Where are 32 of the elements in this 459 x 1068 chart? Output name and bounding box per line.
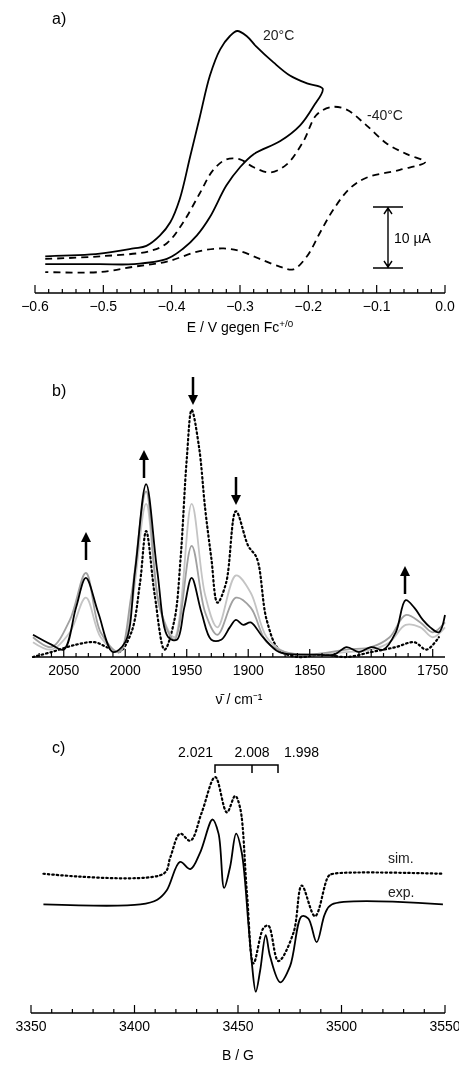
annotation: 10 µA [394, 230, 432, 246]
x-tick-label: 1750 [417, 662, 449, 678]
x-tick-label: −0.1 [362, 298, 391, 314]
x-tick-label: 1950 [171, 662, 203, 678]
chart-title: c) [52, 739, 66, 756]
x-tick-label: 2000 [109, 662, 142, 678]
x-tick-label: 0.0 [435, 298, 455, 314]
x-tick-label: −0.3 [226, 298, 255, 314]
series-label: exp. [388, 884, 415, 900]
x-tick-label: 1800 [355, 662, 387, 678]
x-axis-title: B / G [222, 1047, 254, 1063]
x-tick-label: 3350 [15, 1018, 47, 1034]
x-tick-label: −0.5 [89, 298, 118, 314]
x-tick-label: 1900 [232, 662, 264, 678]
chart-title: a) [52, 10, 67, 27]
series-label: -40°C [367, 107, 403, 123]
chart-title: b) [52, 382, 67, 399]
x-axis-title: ν̄ / cm⁻¹ [215, 691, 263, 707]
series-label: sim. [388, 850, 414, 866]
x-tick-label: 2050 [48, 662, 80, 678]
text: 2.008 [234, 744, 270, 760]
x-tick-label: 3450 [222, 1018, 254, 1034]
x-tick-label: −0.4 [157, 298, 186, 314]
series-label: 20°C [263, 27, 295, 43]
text: 1.998 [284, 744, 320, 760]
x-tick-label: 3400 [118, 1018, 151, 1034]
x-tick-label: −0.2 [294, 298, 323, 314]
x-tick-label: −0.6 [21, 298, 50, 314]
x-tick-label: 1850 [294, 662, 326, 678]
x-tick-label: 3500 [325, 1018, 358, 1034]
x-axis-title: E / V gegen Fc$^{+/0}$ [186, 317, 294, 335]
text: 2.021 [177, 744, 214, 760]
